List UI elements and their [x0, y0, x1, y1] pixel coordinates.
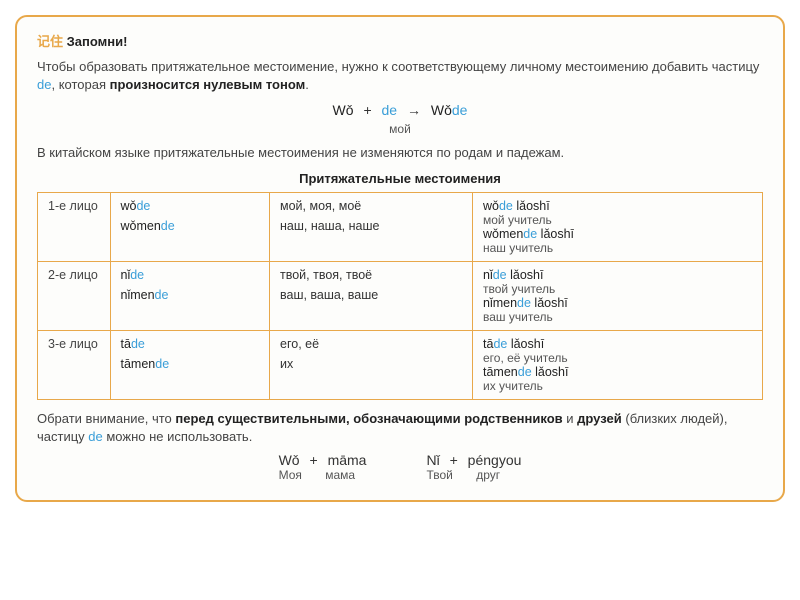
- cell-person: 2-е лицо: [38, 261, 111, 330]
- bl-plus: +: [309, 452, 317, 468]
- cell-person: 3-е лицо: [38, 330, 111, 399]
- br-rb: друг: [476, 468, 500, 482]
- br-b: péngyou: [468, 452, 522, 468]
- formula-sub: мой: [37, 122, 763, 136]
- note-text: Обрати внимание, что перед существительн…: [37, 410, 763, 446]
- intro-de: de: [37, 77, 51, 92]
- cell-pinyin: tādetāmende: [110, 330, 270, 399]
- formula-line: Wǒ + de → Wǒde: [37, 102, 763, 118]
- title-chinese: 记住: [37, 34, 63, 49]
- cell-pinyin: nǐdenǐmende: [110, 261, 270, 330]
- note-t1: Обрати внимание, что: [37, 411, 175, 426]
- bl-rb: мама: [325, 468, 355, 482]
- cell-person: 1-е лицо: [38, 192, 111, 261]
- formula-arrow: →: [407, 102, 421, 118]
- formula-res-base: Wǒ: [431, 102, 452, 118]
- pronoun-table: 1-е лицоwǒdewǒmendeмой, моя, моёнаш, наш…: [37, 192, 763, 400]
- cell-example: wǒde lǎoshīмой учительwǒmende lǎoshīнаш …: [473, 192, 763, 261]
- note-b1: перед существительными, обозначающими ро…: [175, 411, 562, 426]
- intro-p3: .: [305, 77, 309, 92]
- table-title: Притяжательные местоимения: [37, 171, 763, 186]
- bottom-right: Nǐ + péngyou Твой друг: [426, 452, 521, 482]
- note-de: de: [88, 429, 102, 444]
- note-t4: можно не использовать.: [103, 429, 253, 444]
- bottom-left: Wǒ + māma Моя мама: [279, 452, 367, 482]
- formula-plus: +: [363, 102, 371, 118]
- bottom-examples: Wǒ + māma Моя мама Nǐ + péngyou Твой дру…: [37, 452, 763, 482]
- cell-translation: твой, твоя, твоёваш, ваша, ваше: [270, 261, 473, 330]
- note-b2: друзей: [577, 411, 622, 426]
- note-t2: и: [563, 411, 578, 426]
- cell-translation: мой, моя, моёнаш, наша, наше: [270, 192, 473, 261]
- intro-text: Чтобы образовать притяжательное местоиме…: [37, 58, 763, 94]
- br-a: Nǐ: [426, 452, 439, 468]
- intro-p1: Чтобы образовать притяжательное местоиме…: [37, 59, 712, 74]
- card-title: 记住 Запомни!: [37, 31, 763, 50]
- cell-pinyin: wǒdewǒmende: [110, 192, 270, 261]
- br-ra: Твой: [426, 468, 452, 482]
- cell-translation: его, еёих: [270, 330, 473, 399]
- formula-left: Wǒ: [333, 102, 354, 118]
- formula-res-de: de: [452, 102, 468, 118]
- table-row: 1-е лицоwǒdewǒmendeмой, моя, моёнаш, наш…: [38, 192, 763, 261]
- table-row: 3-е лицоtādetāmendeего, еёихtāde lǎoshīе…: [38, 330, 763, 399]
- intro-bold: произносится нулевым тоном: [110, 77, 306, 92]
- formula-de: de: [382, 102, 398, 118]
- intro-p2: , которая: [51, 77, 109, 92]
- bl-a: Wǒ: [279, 452, 300, 468]
- br-plus: +: [450, 452, 458, 468]
- title-russian: Запомни!: [67, 34, 128, 49]
- mid-text: В китайском языке притяжательные местоим…: [37, 144, 763, 162]
- info-card: 记住 Запомни! Чтобы образовать притяжатель…: [15, 15, 785, 502]
- cell-example: tāde lǎoshīего, её учительtāmende lǎoshī…: [473, 330, 763, 399]
- intro-link: частицу: [712, 59, 760, 74]
- cell-example: nǐde lǎoshīтвой учительnǐmende lǎoshīваш…: [473, 261, 763, 330]
- bl-ra: Моя: [279, 468, 302, 482]
- table-row: 2-е лицоnǐdenǐmendeтвой, твоя, твоёваш, …: [38, 261, 763, 330]
- bl-b: māma: [328, 452, 367, 468]
